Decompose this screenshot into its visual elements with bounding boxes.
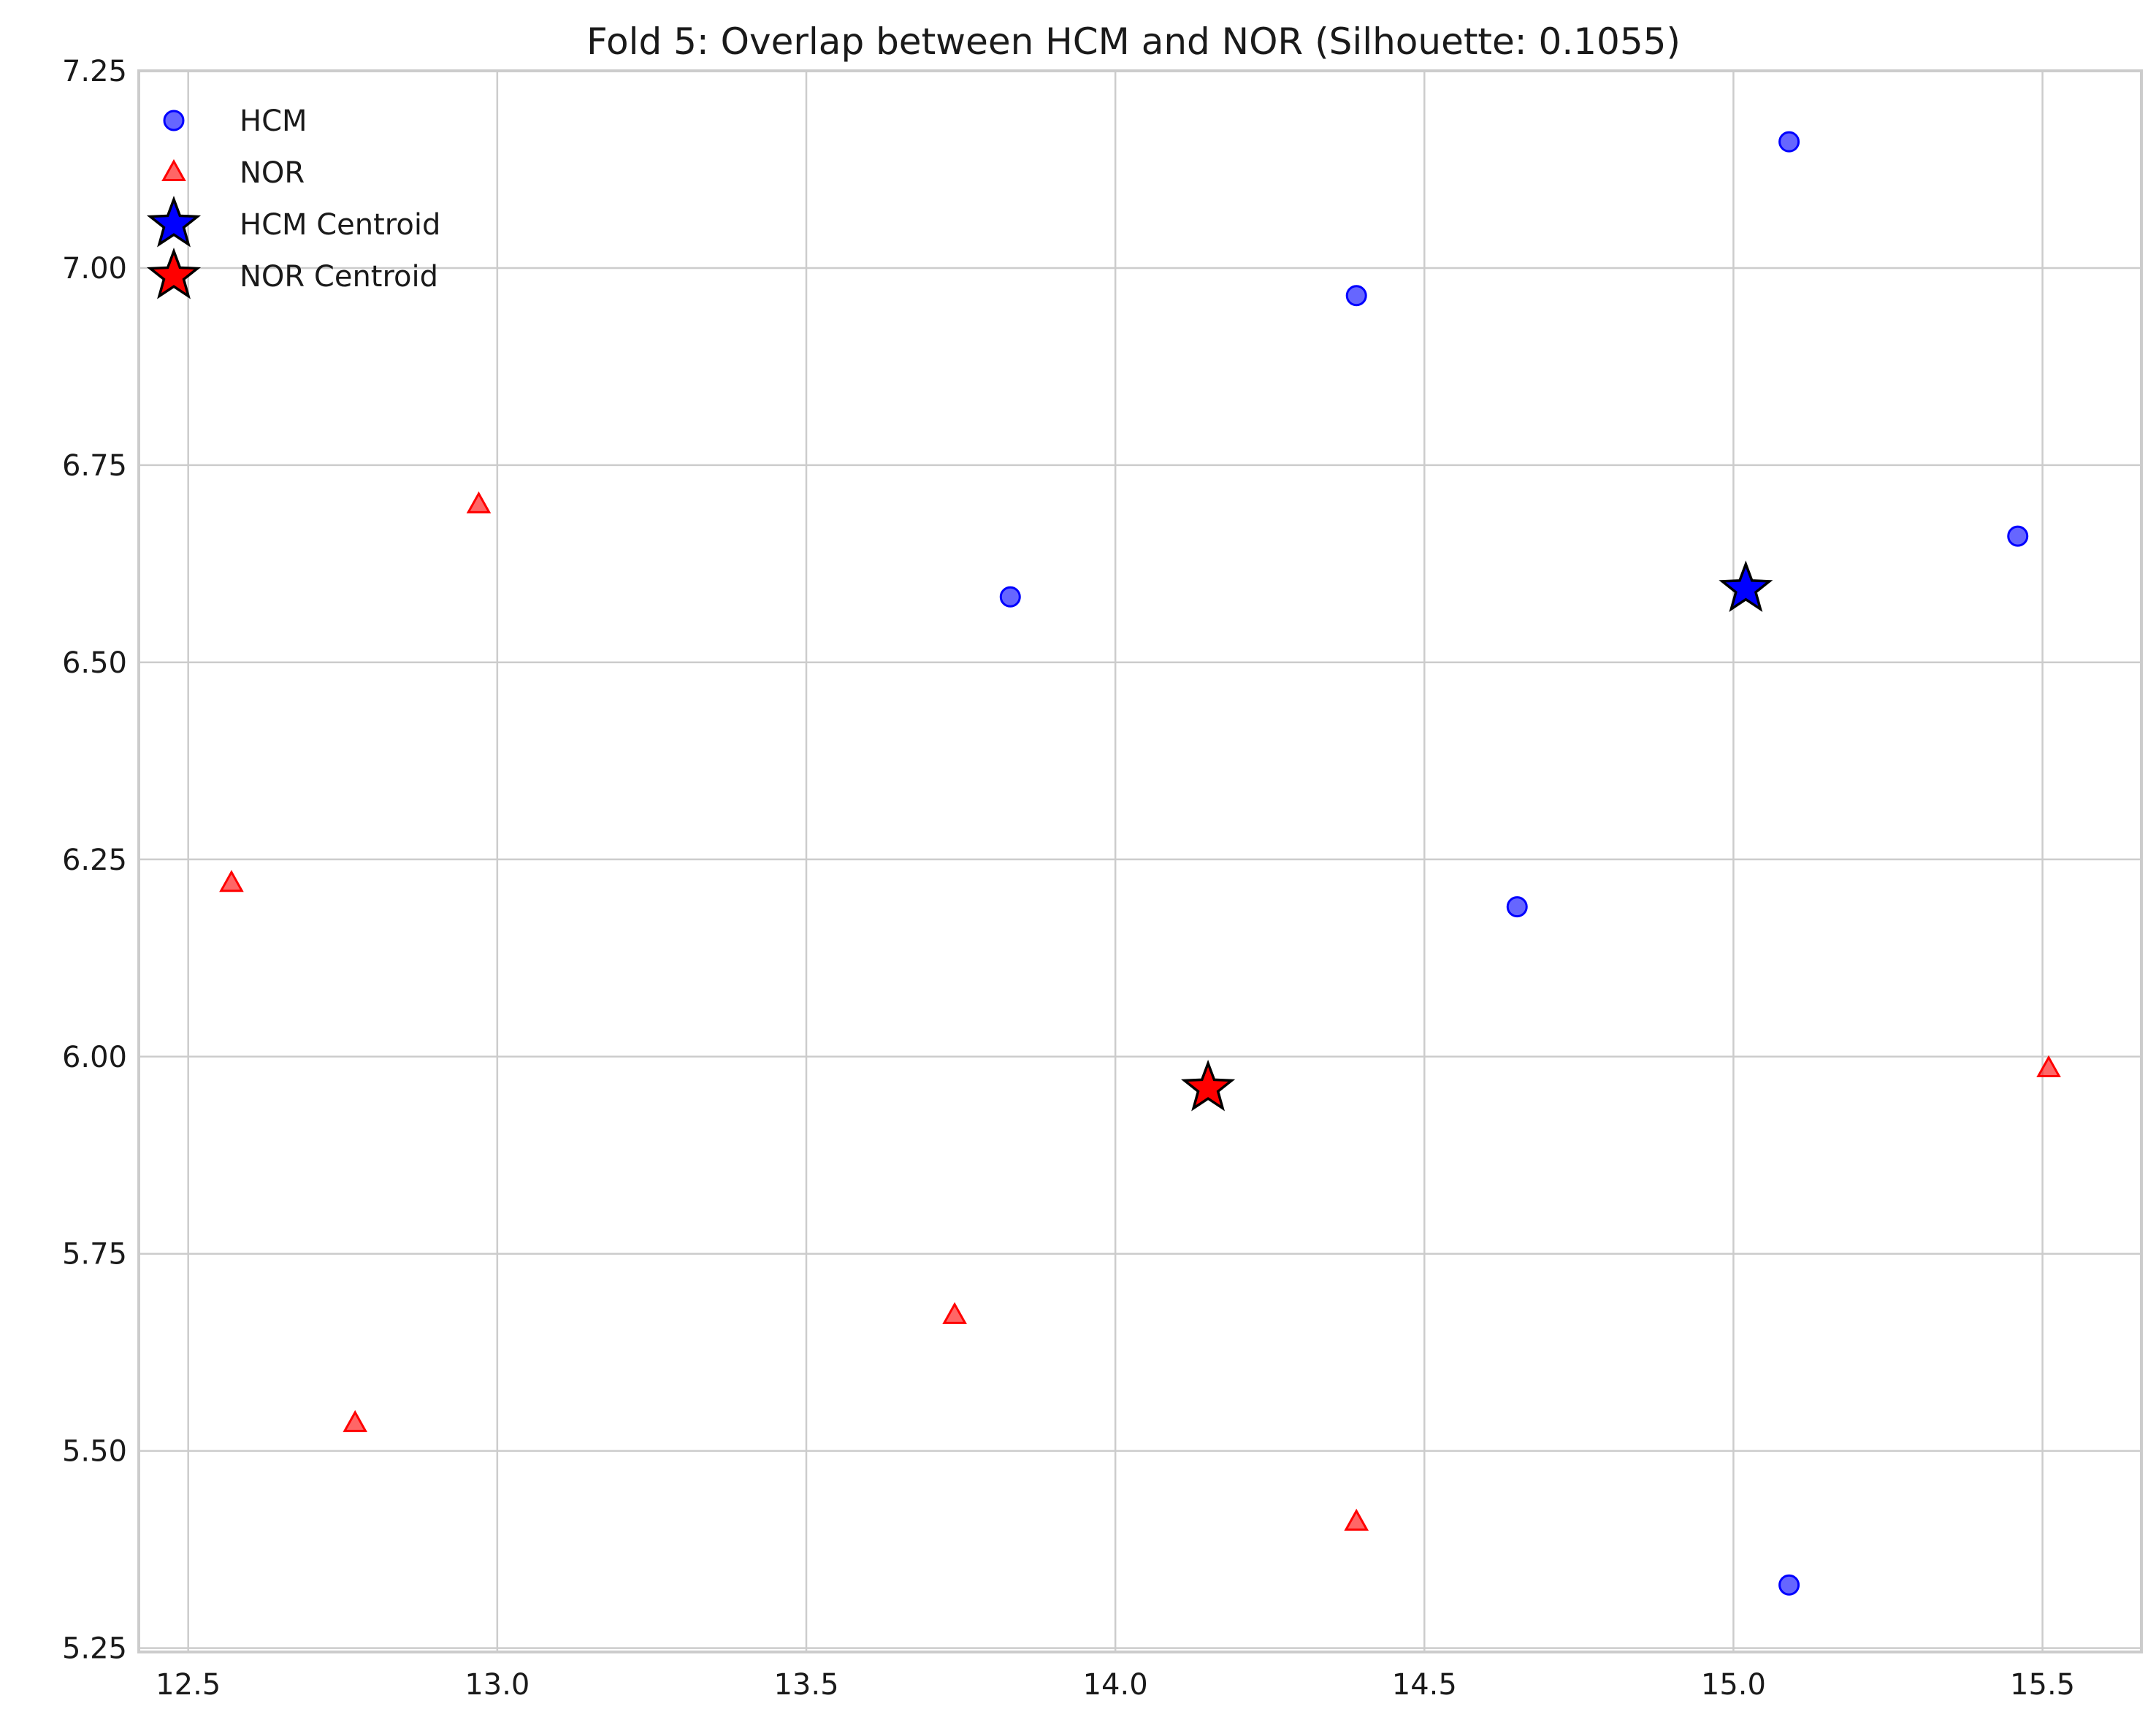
series-nor-centroid [1181, 1059, 1236, 1112]
legend-marker-nor [161, 158, 186, 181]
x-tick-label: 13.0 [465, 1668, 530, 1702]
hcm-point [1778, 1574, 1800, 1596]
grid [139, 69, 2141, 1652]
legend: HCM NOR HCM Centroid NOR Centroid [146, 104, 440, 299]
plot-area-frame [137, 69, 2143, 1653]
hcm-point [1778, 131, 1800, 153]
data-points [219, 131, 2061, 1596]
hcm-point [999, 586, 1021, 608]
hcm-centroid-marker [1719, 560, 1773, 612]
y-tick-label: 7.00 [62, 252, 127, 286]
legend-item-nor: NOR [161, 156, 305, 190]
nor-centroid-marker [1181, 1059, 1236, 1112]
x-tick-label: 14.5 [1392, 1668, 1457, 1702]
x-tick-label: 12.5 [156, 1668, 221, 1702]
x-tick-label: 15.0 [1701, 1668, 1766, 1702]
legend-marker-hcm [163, 110, 185, 131]
legend-marker-nor-centroid [146, 248, 202, 299]
y-tick-label: 6.75 [62, 449, 127, 483]
y-tick-label: 6.00 [62, 1041, 127, 1074]
y-tick-label: 7.25 [62, 55, 127, 88]
series-hcm [999, 131, 2029, 1596]
y-tick-label: 5.75 [62, 1238, 127, 1272]
hcm-point [1506, 896, 1528, 918]
hcm-point [2007, 525, 2029, 547]
series-nor [219, 491, 2061, 1531]
legend-marker-hcm-centroid [146, 196, 202, 248]
legend-label: NOR [240, 156, 305, 190]
y-tick-label: 6.50 [62, 646, 127, 680]
y-tick-label: 6.25 [62, 844, 127, 877]
legend-label: NOR Centroid [240, 260, 438, 294]
nor-point [942, 1301, 967, 1324]
y-tick-label: 5.25 [62, 1632, 127, 1666]
x-tick-label: 14.0 [1083, 1668, 1148, 1702]
legend-item-hcm: HCM [163, 104, 307, 138]
nor-point [466, 491, 492, 513]
nor-point [343, 1410, 368, 1432]
legend-label: HCM Centroid [240, 208, 440, 242]
nor-point [219, 870, 244, 892]
x-tick-label: 15.5 [2010, 1668, 2075, 1702]
nor-point [1344, 1508, 1369, 1531]
legend-item-hcm-centroid: HCM Centroid [146, 196, 440, 248]
series-hcm-centroid [1719, 560, 1773, 612]
hcm-point [1345, 285, 1367, 307]
chart-title: Fold 5: Overlap between HCM and NOR (Sil… [586, 20, 1681, 63]
tick-labels: 12.5 13.0 13.5 14.0 14.5 15.0 15.5 5.25 5.50 5.75… [62, 55, 2075, 1702]
legend-label: HCM [240, 104, 307, 138]
legend-item-nor-centroid: NOR Centroid [146, 248, 438, 299]
nor-point [2036, 1055, 2061, 1077]
x-tick-label: 13.5 [773, 1668, 838, 1702]
y-tick-label: 5.50 [62, 1435, 127, 1469]
